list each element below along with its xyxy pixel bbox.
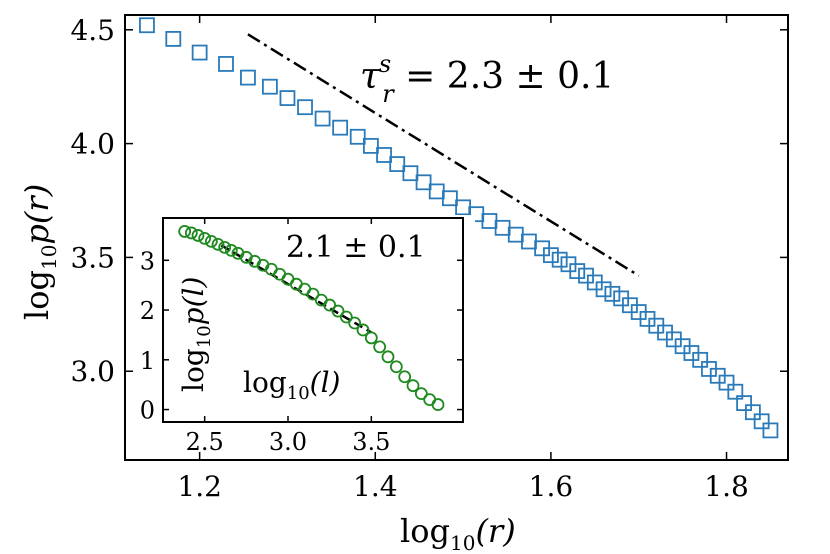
annotation-sub: r <box>382 80 395 108</box>
data-point <box>297 99 313 116</box>
data-point <box>356 323 370 337</box>
data-point <box>431 398 445 411</box>
data-point <box>428 183 445 200</box>
data-point <box>381 350 395 364</box>
data-point <box>165 31 182 47</box>
data-point <box>279 90 296 106</box>
x-tick-label: 1.4 <box>353 470 398 503</box>
data-point <box>261 78 278 95</box>
main-annotation: τs r = 2.3 ± 0.1 <box>360 50 614 108</box>
y-tick-label: 3.5 <box>70 241 115 274</box>
y-tick-label: 4.0 <box>70 128 115 161</box>
data-point <box>455 199 471 216</box>
data-point <box>727 383 744 400</box>
y-tick-label: 3 <box>140 247 155 275</box>
data-point <box>224 243 238 257</box>
data-point <box>339 310 353 324</box>
y-tick-label: 0 <box>140 397 155 425</box>
inset-annotation: 2.1 ± 0.1 <box>286 230 426 265</box>
inset-background <box>145 215 475 425</box>
data-point <box>240 69 256 86</box>
data-point <box>198 231 212 245</box>
inset-data-points <box>178 225 445 411</box>
data-point <box>507 226 524 243</box>
x-tick-label: 3.0 <box>269 428 307 456</box>
data-point <box>595 281 612 298</box>
data-point <box>481 213 498 229</box>
annotation-sup: s <box>379 50 391 78</box>
data-point <box>569 263 586 279</box>
main-ylabel: log10p(r) <box>18 184 61 320</box>
x-tick-label: 1.8 <box>704 470 749 503</box>
data-point <box>314 110 331 127</box>
data-point <box>362 137 379 154</box>
inset-frame <box>162 217 464 423</box>
data-point <box>543 247 559 264</box>
data-point <box>218 56 234 72</box>
data-point <box>323 298 337 312</box>
main-ticks: 1.2 1.4 1.6 1.8 3.0 3.5 4.0 4.5 <box>70 14 788 503</box>
main-xlabel: log10(r) <box>400 512 516 554</box>
y-tick-label: 4.5 <box>70 14 115 47</box>
data-point <box>376 147 392 163</box>
data-point <box>414 387 428 401</box>
data-point <box>364 331 378 345</box>
data-point <box>306 287 320 301</box>
data-point <box>211 237 225 251</box>
annotation-tau: τ <box>360 56 381 97</box>
data-point <box>736 395 752 411</box>
data-point <box>178 225 192 238</box>
data-point <box>389 360 403 374</box>
x-tick-label: 2.5 <box>186 428 224 456</box>
y-tick-label: 3.0 <box>70 355 115 388</box>
data-point <box>348 316 362 330</box>
data-point <box>184 226 198 240</box>
data-point <box>762 422 779 439</box>
data-point <box>349 128 366 145</box>
data-point <box>406 379 420 393</box>
data-point <box>204 234 218 248</box>
data-point <box>191 44 208 61</box>
x-tick-label: 1.2 <box>177 470 222 503</box>
inset-ylabel: log10p(l) <box>177 277 215 392</box>
data-point <box>521 233 537 250</box>
y-tick-label: 1 <box>140 347 155 375</box>
data-point <box>398 370 412 384</box>
data-point <box>744 404 761 421</box>
y-tick-label: 2 <box>140 297 155 325</box>
data-point <box>442 190 458 207</box>
data-point <box>604 285 621 302</box>
data-point <box>139 17 155 34</box>
data-point <box>753 413 770 430</box>
x-tick-label: 1.6 <box>529 470 574 503</box>
data-point <box>191 229 205 242</box>
data-point <box>389 156 406 172</box>
data-point <box>402 165 419 182</box>
data-point <box>415 174 432 191</box>
data-point <box>331 304 345 318</box>
data-point <box>218 240 232 254</box>
inset-ticks: 2.5 3.0 3.5 0 1 2 3 <box>140 218 463 456</box>
data-point <box>494 219 511 236</box>
main-reference-line <box>247 33 640 277</box>
data-point <box>692 351 709 368</box>
data-point <box>373 340 387 354</box>
data-point <box>332 119 349 136</box>
annotation-rest: = 2.3 ± 0.1 <box>394 56 615 97</box>
inset-xlabel: log10(l) <box>243 366 340 404</box>
data-point <box>718 374 735 391</box>
main-data-points <box>139 17 779 439</box>
main-plot-frame <box>124 14 789 461</box>
data-point <box>551 251 568 268</box>
x-tick-label: 3.5 <box>352 428 390 456</box>
